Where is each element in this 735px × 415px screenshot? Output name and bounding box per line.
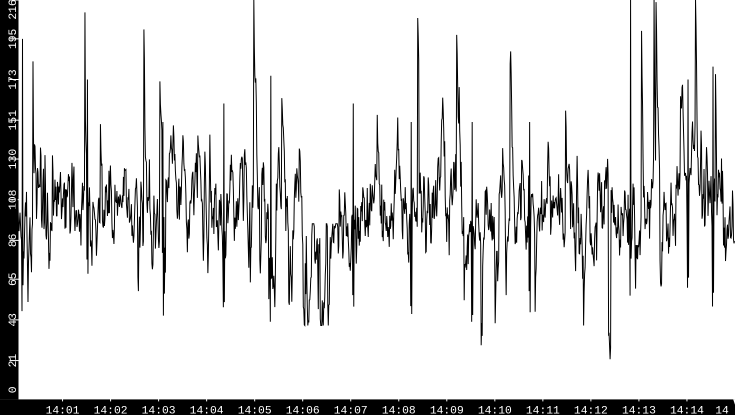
svg-text:14:11: 14:11 xyxy=(526,405,560,415)
svg-text:130: 130 xyxy=(8,149,20,170)
svg-text:14:04: 14:04 xyxy=(190,405,224,415)
svg-text:43: 43 xyxy=(8,313,20,327)
svg-text:86: 86 xyxy=(8,233,20,247)
svg-text:14:08: 14:08 xyxy=(382,405,416,415)
svg-text:14:10: 14:10 xyxy=(478,405,512,415)
svg-text:195: 195 xyxy=(8,28,20,49)
svg-text:14:02: 14:02 xyxy=(94,405,128,415)
svg-text:216: 216 xyxy=(8,0,20,20)
svg-text:14:13: 14:13 xyxy=(622,405,656,415)
svg-text:14:07: 14:07 xyxy=(334,405,368,415)
svg-text:0: 0 xyxy=(8,386,20,393)
svg-text:14: 14 xyxy=(715,405,729,415)
svg-text:14:05: 14:05 xyxy=(238,405,272,415)
svg-text:21: 21 xyxy=(8,354,20,368)
svg-text:14:06: 14:06 xyxy=(286,405,320,415)
svg-text:14:03: 14:03 xyxy=(142,405,176,415)
svg-text:14:12: 14:12 xyxy=(574,405,608,415)
svg-text:173: 173 xyxy=(8,69,20,90)
svg-text:14:09: 14:09 xyxy=(430,405,464,415)
svg-text:151: 151 xyxy=(8,110,20,131)
svg-text:14:14: 14:14 xyxy=(670,405,704,415)
svg-text:65: 65 xyxy=(8,272,20,286)
svg-text:14:01: 14:01 xyxy=(46,405,80,415)
